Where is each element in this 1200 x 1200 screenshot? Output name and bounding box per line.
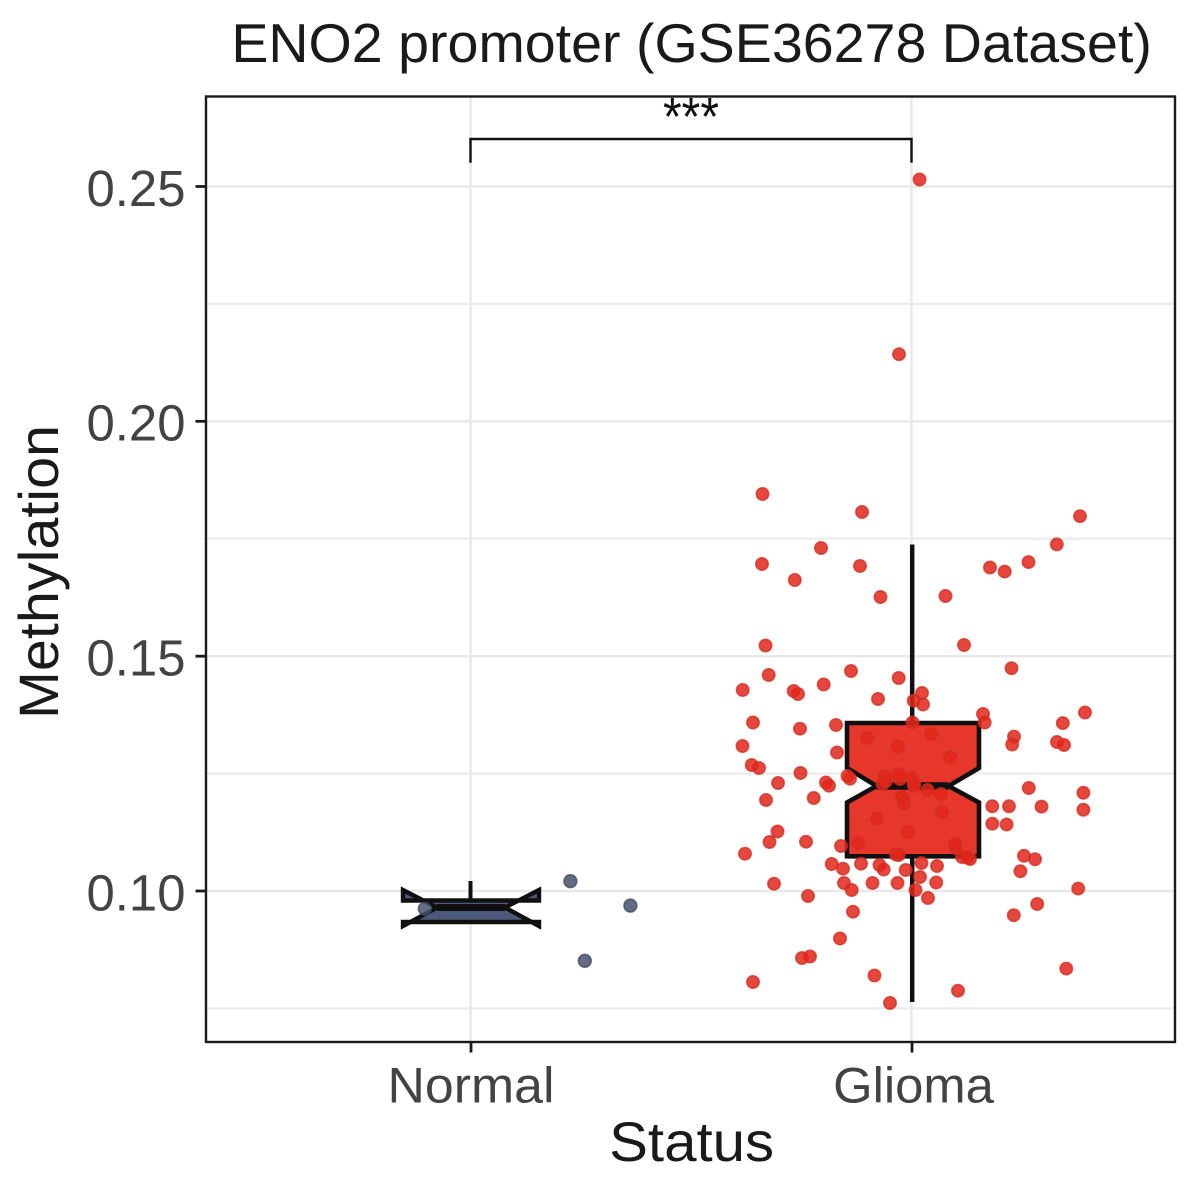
svg-text:0.20: 0.20	[87, 395, 186, 452]
svg-text:ENO2 promoter (GSE36278 Datase: ENO2 promoter (GSE36278 Dataset)	[231, 12, 1152, 74]
svg-text:Methylation: Methylation	[7, 425, 70, 719]
svg-text:0.10: 0.10	[87, 864, 186, 921]
svg-text:0.25: 0.25	[87, 160, 186, 217]
svg-text:Status: Status	[609, 1110, 774, 1173]
svg-text:Normal: Normal	[388, 1058, 555, 1114]
svg-text:Glioma: Glioma	[833, 1058, 994, 1114]
svg-text:0.15: 0.15	[87, 630, 186, 687]
